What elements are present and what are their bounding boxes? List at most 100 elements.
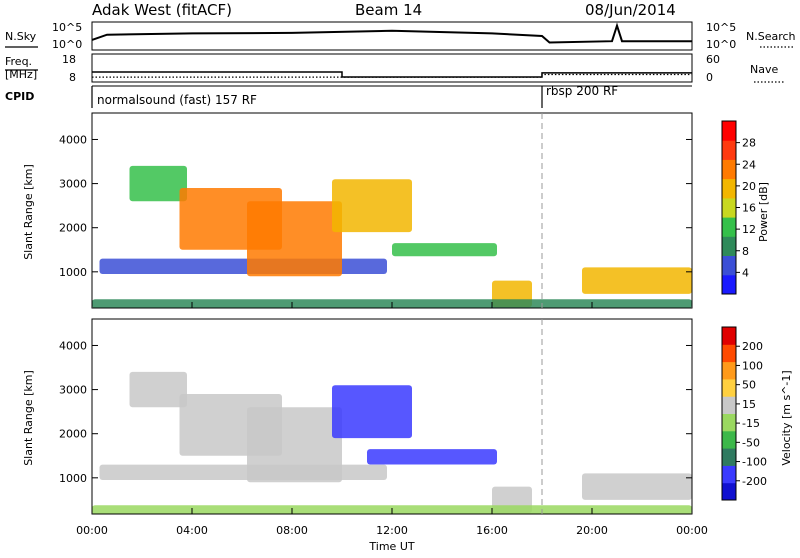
colorbar-swatch [722, 413, 736, 432]
nsearch-label: N.Search [746, 30, 796, 43]
colorbar-swatch [722, 396, 736, 414]
y-tick-label: 1000 [59, 266, 87, 279]
echo-band-1330 [367, 449, 497, 465]
colorbar-swatch [722, 430, 736, 449]
colorbar-swatch [722, 465, 736, 484]
echo-ground-scatter-band [99, 464, 387, 480]
cpid-segment-2: rbsp 200 RF [546, 84, 618, 98]
x-tick-label: 16:00 [476, 524, 508, 537]
power-heatmap [92, 165, 692, 308]
colorbar-tick-label: 4 [742, 266, 749, 279]
freq-label-line1: Freq. [5, 55, 32, 68]
colorbar-swatch [722, 178, 736, 199]
colorbar-tick-label: 28 [742, 137, 756, 150]
colorbar-tick-label: -100 [742, 456, 767, 469]
noise-sky-trace [91, 22, 692, 44]
colorbar-swatch [722, 159, 736, 180]
cpid-panel: CPID normalsound (fast) 157 RF rbsp 200 … [5, 84, 692, 108]
y-tick-label: 4000 [59, 133, 87, 146]
noise-left-tick-top: 10^5 [52, 21, 82, 34]
echo-late-band [582, 473, 692, 500]
freq-left-tick-top: 18 [62, 53, 76, 66]
time-axis: 00:00 04:00 08:00 12:00 16:00 20:00 00:00 [76, 302, 708, 537]
velocity-colorbar-label: Velocity [m s^-1] [780, 370, 793, 465]
noise-sky-line [91, 22, 692, 44]
echo-ground-scatter-band [99, 258, 387, 274]
velocity-colorbar: 200 100 50 15 -15 -50 -100 -200 [721, 326, 767, 501]
colorbar-tick-label: -50 [742, 436, 760, 449]
colorbar-frame [721, 326, 737, 501]
freq-left-tick-bottom: 8 [69, 71, 76, 84]
y-tick-label: 4000 [59, 339, 87, 352]
colorbar-tick-label: -200 [742, 475, 767, 488]
colorbar-tick-label: 24 [742, 158, 756, 171]
colorbar-tick-label: 15 [742, 398, 756, 411]
velocity-panel: 1000 2000 3000 4000 Slant Range [km] 200 100… [22, 318, 793, 515]
frequency-panel: Freq. [MHz] 18 8 60 0 Nave [5, 53, 784, 84]
colorbar-swatch [722, 121, 736, 141]
cpid-segment-1: normalsound (fast) 157 RF [97, 93, 257, 107]
velocity-y-axis: 1000 2000 3000 4000 [59, 339, 692, 485]
nave-right-tick-bottom: 0 [706, 71, 713, 84]
noise-right-tick-bottom: 10^0 [706, 38, 736, 51]
colorbar-swatch [722, 448, 736, 466]
y-tick-label: 3000 [59, 178, 87, 191]
velocity-heatmap [92, 371, 692, 514]
colorbar-swatch [722, 236, 736, 256]
colorbar-swatch [722, 344, 736, 363]
x-tick-label: 20:00 [576, 524, 608, 537]
colorbar-tick-label: 8 [742, 245, 749, 258]
power-colorbar: 4 8 12 16 20 24 28 [721, 120, 756, 295]
echo-arc-0730 [247, 201, 342, 277]
colorbar-swatch [722, 482, 736, 501]
freq-label-line2: [MHz] [5, 68, 37, 81]
colorbar-swatch [722, 361, 736, 380]
noise-panel: N.Sky 10^5 10^0 10^5 10^0 N.Search [5, 21, 796, 51]
echo-band-1330 [392, 243, 497, 257]
nsky-label: N.Sky [5, 30, 37, 43]
freq-trace [92, 71, 692, 78]
freq-line [92, 71, 692, 78]
nave-label: Nave [750, 63, 778, 76]
echo-arc-0230 [129, 165, 187, 202]
power-y-axis: 1000 2000 3000 4000 [59, 133, 692, 279]
cpid-label: CPID [5, 90, 34, 103]
y-tick-label: 2000 [59, 222, 87, 235]
freq-frame [91, 53, 693, 83]
colorbar-swatch [722, 378, 736, 397]
colorbar-swatch [722, 327, 736, 345]
nave-right-tick-top: 60 [706, 53, 720, 66]
colorbar-tick-label: 50 [742, 379, 756, 392]
x-tick-label: 00:00 [676, 524, 708, 537]
x-tick-label: 08:00 [276, 524, 308, 537]
colorbar-tick-label: 100 [742, 359, 763, 372]
power-colorbar-label: Power [dB] [757, 182, 770, 242]
echo-arc-0230 [129, 371, 187, 408]
colorbar-swatch [722, 274, 736, 295]
x-tick-label: 00:00 [76, 524, 108, 537]
y-tick-label: 2000 [59, 428, 87, 441]
echo-late-band [582, 267, 692, 294]
noise-left-tick-bottom: 10^0 [52, 38, 82, 51]
y-tick-label: 1000 [59, 472, 87, 485]
noise-frame [91, 21, 693, 51]
power-panel: 1000 2000 3000 4000 Slant Range [km] 4 8 12 16… [22, 112, 770, 309]
date-title: 08/Jun/2014 [585, 1, 676, 19]
colorbar-tick-label: 16 [742, 202, 756, 215]
echo-patch-1130 [332, 179, 412, 233]
x-tick-label: 04:00 [176, 524, 208, 537]
x-tick-label: 12:00 [376, 524, 408, 537]
colorbar-tick-label: 12 [742, 223, 756, 236]
colorbar-swatch [722, 217, 736, 237]
echo-patch-1130 [332, 385, 412, 439]
y-tick-label: 3000 [59, 384, 87, 397]
echo-arc-0730 [247, 407, 342, 483]
colorbar-tick-label: -15 [742, 417, 760, 430]
colorbar-swatch [722, 197, 736, 218]
beam-title: Beam 14 [355, 1, 422, 19]
colorbar-tick-label: 200 [742, 340, 763, 353]
colorbar-swatch [722, 140, 736, 160]
nave-line [92, 73, 692, 78]
colorbar-swatch [722, 255, 736, 276]
